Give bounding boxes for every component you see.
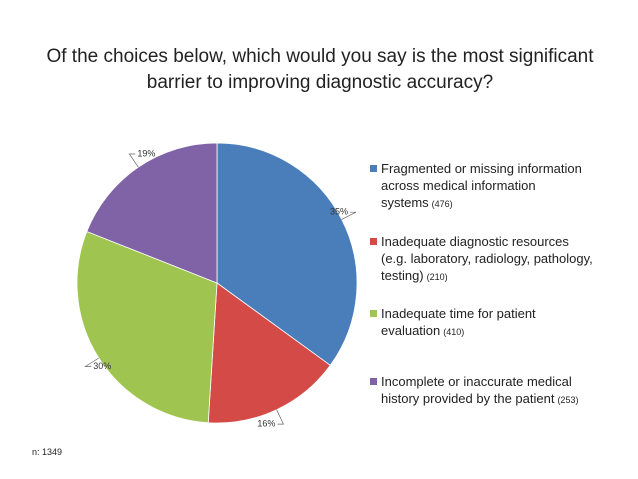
legend-label: Fragmented or missing information across… [381,161,582,210]
chart-title: Of the choices below, which would you sa… [46,46,594,93]
leader-line [84,357,99,367]
legend-item: Incomplete or inaccurate medical history… [370,373,595,409]
legend-text: Fragmented or missing information across… [381,160,595,213]
legend-count: (410) [443,327,465,337]
legend-item: Inadequate time for patient evaluation (4… [370,305,595,341]
legend-swatch [370,378,377,385]
note: n: 1349 [32,447,63,457]
legend-swatch [370,310,377,317]
leader-line [341,211,357,220]
data-label: 30% [93,361,111,371]
legend-item: Fragmented or missing information across… [370,160,595,213]
pie-slice [76,230,218,424]
data-label: 16% [257,419,275,429]
data-label: 19% [137,148,155,158]
legend-label: Incomplete or inaccurate medical history… [381,374,572,406]
pie-slice [86,142,218,284]
leader-line [128,153,139,168]
data-label: 35% [330,207,348,217]
pie-slice [207,282,331,424]
legend-item: Inadequate diagnostic resources (e.g. la… [370,233,595,286]
legend-count: (253) [557,395,579,405]
legend-text: Inadequate time for patient evaluation (4… [381,305,595,341]
legend-label: Inadequate time for patient evaluation [381,306,536,338]
legend-label: Inadequate diagnostic resources (e.g. la… [381,234,593,283]
legend-text: Inadequate diagnostic resources (e.g. la… [381,233,595,286]
legend-swatch [370,238,377,245]
legend-count: (210) [426,272,448,282]
legend-swatch [370,165,377,172]
legend-text: Incomplete or inaccurate medical history… [381,373,595,409]
legend-count: (476) [431,199,453,209]
leader-line [276,409,284,425]
pie-slice [216,142,358,366]
